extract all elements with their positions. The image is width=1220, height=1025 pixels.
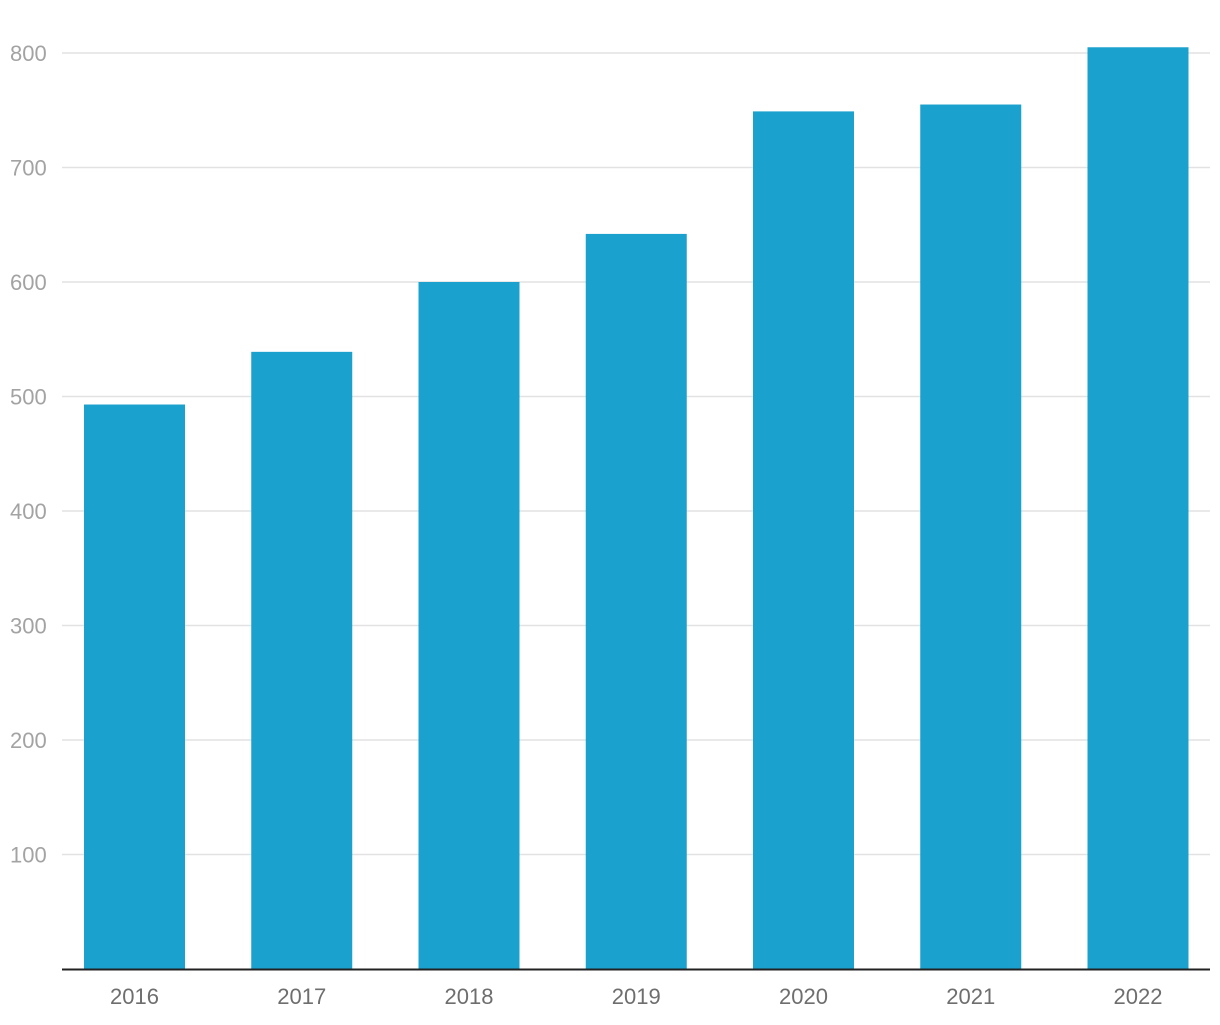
y-tick-label-300: 300 [10,614,47,639]
x-axis-ticks: 2016 2017 2018 2019 2020 2021 2022 [110,984,1162,1009]
bars [84,47,1189,970]
y-tick-label-400: 400 [10,499,47,524]
x-tick-label-2021: 2021 [946,984,995,1009]
bar-2016 [84,404,185,969]
bar-2020 [753,111,854,969]
x-tick-label-2019: 2019 [612,984,661,1009]
y-tick-label-200: 200 [10,728,47,753]
x-tick-label-2018: 2018 [445,984,494,1009]
x-tick-label-2020: 2020 [779,984,828,1009]
bar-2019 [585,233,687,969]
y-tick-label-600: 600 [10,270,47,295]
bar-2021 [920,104,1022,969]
bar-2022 [1087,47,1189,969]
bar-2018 [418,282,520,969]
y-axis-ticks: 100 200 300 400 500 600 700 800 [10,41,47,868]
y-tick-label-500: 500 [10,385,47,410]
x-tick-label-2017: 2017 [277,984,326,1009]
y-tick-label-800: 800 [10,41,47,66]
x-tick-label-2022: 2022 [1114,984,1163,1009]
x-tick-label-2016: 2016 [110,984,159,1009]
bar-2017 [251,351,353,970]
y-tick-label-100: 100 [10,843,47,868]
y-tick-label-700: 700 [10,156,47,181]
